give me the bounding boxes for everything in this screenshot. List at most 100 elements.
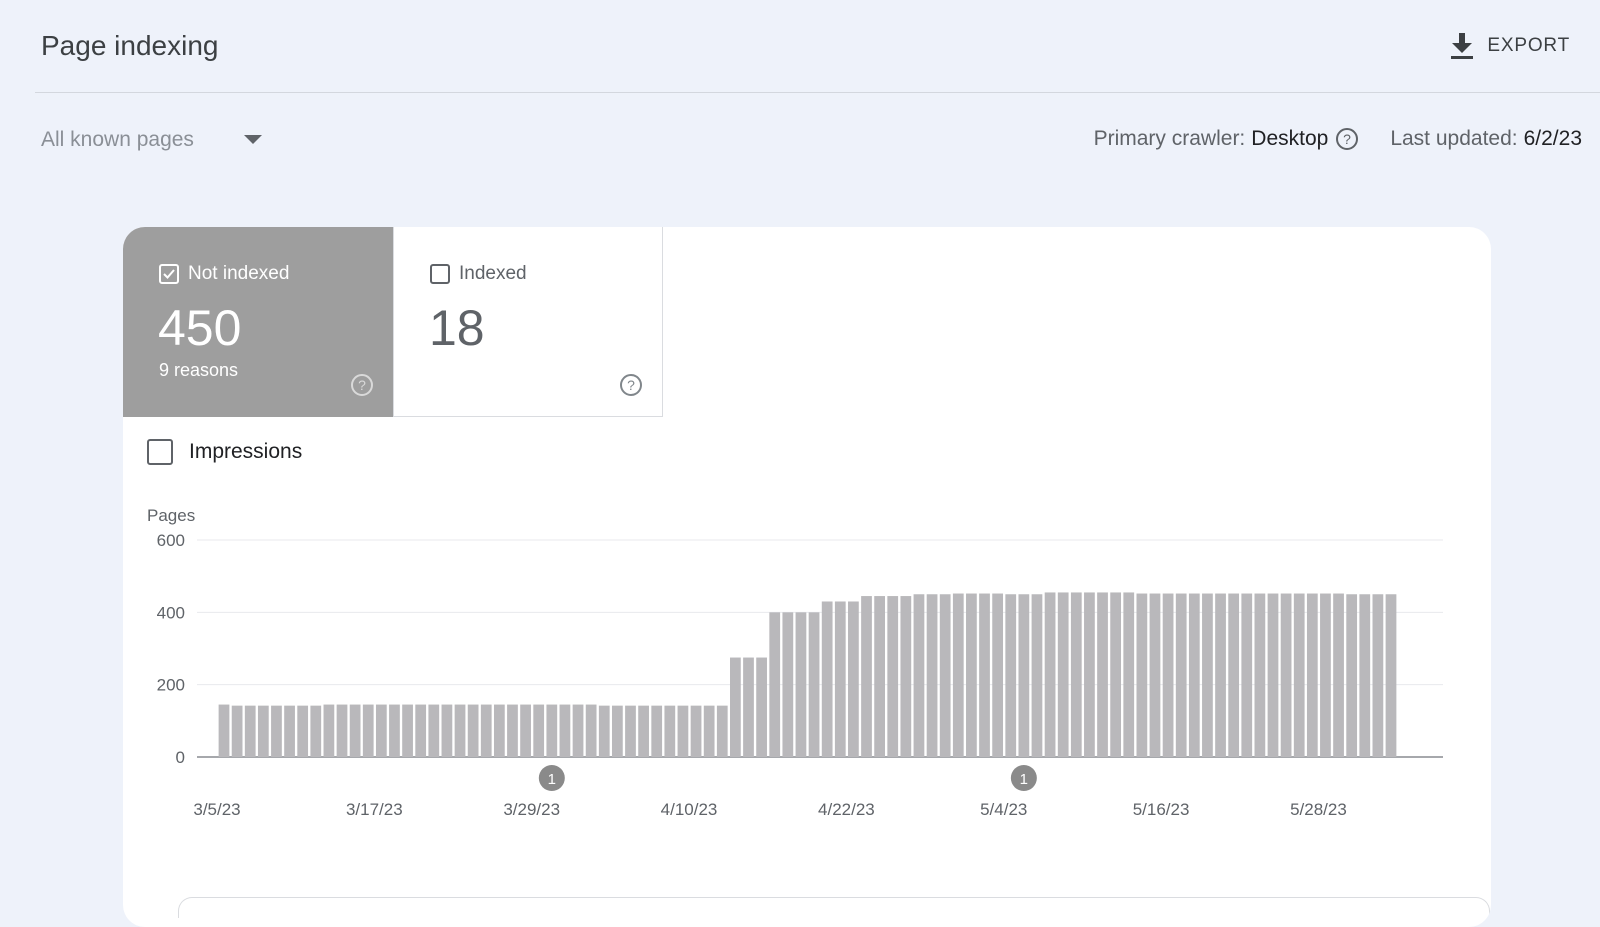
chart-bar: [375, 704, 387, 757]
crawler-label: Primary crawler:: [1093, 127, 1246, 150]
chart-bar: [585, 704, 597, 757]
chart-bar: [389, 704, 400, 757]
chart-bar: [1346, 594, 1358, 757]
chart-bar: [284, 705, 295, 757]
x-tick-label: 5/16/23: [1133, 800, 1190, 819]
x-tick-label: 3/5/23: [193, 800, 240, 819]
help-icon[interactable]: ?: [618, 372, 644, 398]
export-button[interactable]: EXPORT: [1449, 28, 1570, 64]
svg-text:?: ?: [627, 377, 635, 393]
chart-bar: [428, 704, 440, 757]
chart-bar: [821, 601, 833, 757]
help-icon[interactable]: ?: [1334, 126, 1360, 152]
chart-bar: [1188, 593, 1200, 757]
y-tick-label: 600: [157, 531, 185, 550]
chart-bar: [572, 704, 584, 757]
chart-bar: [638, 705, 649, 757]
chart-bar: [703, 705, 715, 757]
chart-bar: [926, 594, 938, 757]
chart-bar: [271, 705, 282, 757]
y-tick-label: 200: [157, 676, 185, 695]
tile-indexed[interactable]: Indexed 18 ?: [393, 227, 663, 417]
chart-bar: [1057, 592, 1069, 757]
chart-bar: [1110, 592, 1122, 757]
chart-bar: [756, 657, 767, 757]
annotation-marker: [1010, 765, 1037, 791]
table-top-edge: [178, 897, 1490, 918]
tile-count: 18: [429, 300, 485, 356]
chart-bar: [415, 704, 427, 757]
x-tick-label: 3/17/23: [346, 800, 403, 819]
pages-dropdown-label: All known pages: [41, 128, 194, 151]
svg-text:?: ?: [358, 377, 366, 393]
chart-bar: [559, 704, 571, 757]
x-tick-label: 5/4/23: [980, 800, 1027, 819]
pages-chart: Pages 0 200 400 600 3/5/23 3/17/23 3/29/23 4/10/…: [147, 507, 1443, 819]
chart-bar: [834, 601, 846, 757]
chart-bar: [323, 704, 335, 757]
chart-bar: [1031, 594, 1043, 757]
chart-bar: [952, 593, 964, 757]
chart-bar: [257, 705, 269, 757]
chart-bar: [795, 612, 807, 757]
chart-bar: [520, 704, 531, 757]
impressions-checkbox[interactable]: [147, 439, 173, 465]
chart-bar: [1215, 593, 1226, 757]
chart-bar: [1044, 592, 1056, 757]
chart-bar: [992, 593, 1004, 757]
chart-bar: [874, 596, 885, 757]
chart-bar: [493, 704, 505, 757]
tile-reasons: 9 reasons: [159, 360, 239, 380]
crawl-meta: Primary crawler: Desktop ? Last updated:…: [1094, 126, 1582, 152]
annotation-label: 1: [1020, 771, 1028, 788]
chart-bar: [900, 596, 912, 757]
pages-dropdown[interactable]: All known pages: [41, 128, 262, 152]
chart-bar: [1097, 592, 1108, 757]
last-updated-label: Last updated:: [1390, 127, 1518, 150]
tile-label: Indexed: [459, 263, 527, 284]
chart-bar: [362, 704, 374, 757]
chart-bar: [1254, 593, 1266, 757]
chart-bar: [1372, 594, 1384, 757]
chart-bar: [244, 705, 256, 757]
filter-bar: All known pages Primary crawler: Desktop…: [0, 110, 1600, 170]
page-title: Page indexing: [41, 30, 219, 61]
chart-bar: [1306, 593, 1318, 757]
chart-bar: [979, 593, 990, 757]
chart-bar: [480, 704, 492, 757]
chart-bar: [716, 705, 728, 757]
tile-label: Not indexed: [188, 263, 290, 284]
chart-bar: [743, 657, 754, 757]
chart-bar: [349, 704, 361, 757]
export-label: EXPORT: [1487, 35, 1570, 56]
chart-bar: [1320, 593, 1331, 757]
download-icon: [1451, 33, 1474, 59]
x-tick-label: 4/22/23: [818, 800, 875, 819]
y-tick-label: 400: [157, 603, 185, 622]
chart-bar: [1136, 593, 1148, 757]
svg-text:?: ?: [1343, 131, 1351, 147]
chart-bar: [310, 705, 322, 757]
chart-bar: [611, 705, 623, 757]
chart-bar: [1385, 594, 1397, 757]
chart-bar: [533, 704, 545, 757]
checkbox-checked-icon[interactable]: [159, 264, 179, 284]
tile-not-indexed[interactable]: Not indexed 450 9 reasons ?: [123, 227, 393, 417]
impressions-toggle[interactable]: Impressions: [147, 439, 302, 465]
checkbox-unchecked-icon[interactable]: [430, 264, 450, 284]
chart-bar: [1070, 592, 1082, 757]
x-tick-label: 3/29/23: [503, 800, 560, 819]
last-updated-value: 6/2/23: [1523, 127, 1582, 150]
chart-bar: [218, 704, 230, 757]
chart-bar: [1267, 593, 1279, 757]
chart-bar: [1333, 593, 1344, 757]
page-header: Page indexing EXPORT: [35, 0, 1600, 93]
chart-bar: [402, 704, 413, 757]
chart-bar: [546, 704, 558, 757]
chart-bar: [690, 705, 702, 757]
chart-bar: [467, 704, 479, 757]
help-icon[interactable]: ?: [349, 372, 375, 398]
chart-bar: [939, 594, 951, 757]
chart-bar: [1149, 593, 1161, 757]
chart-bar: [625, 705, 636, 757]
